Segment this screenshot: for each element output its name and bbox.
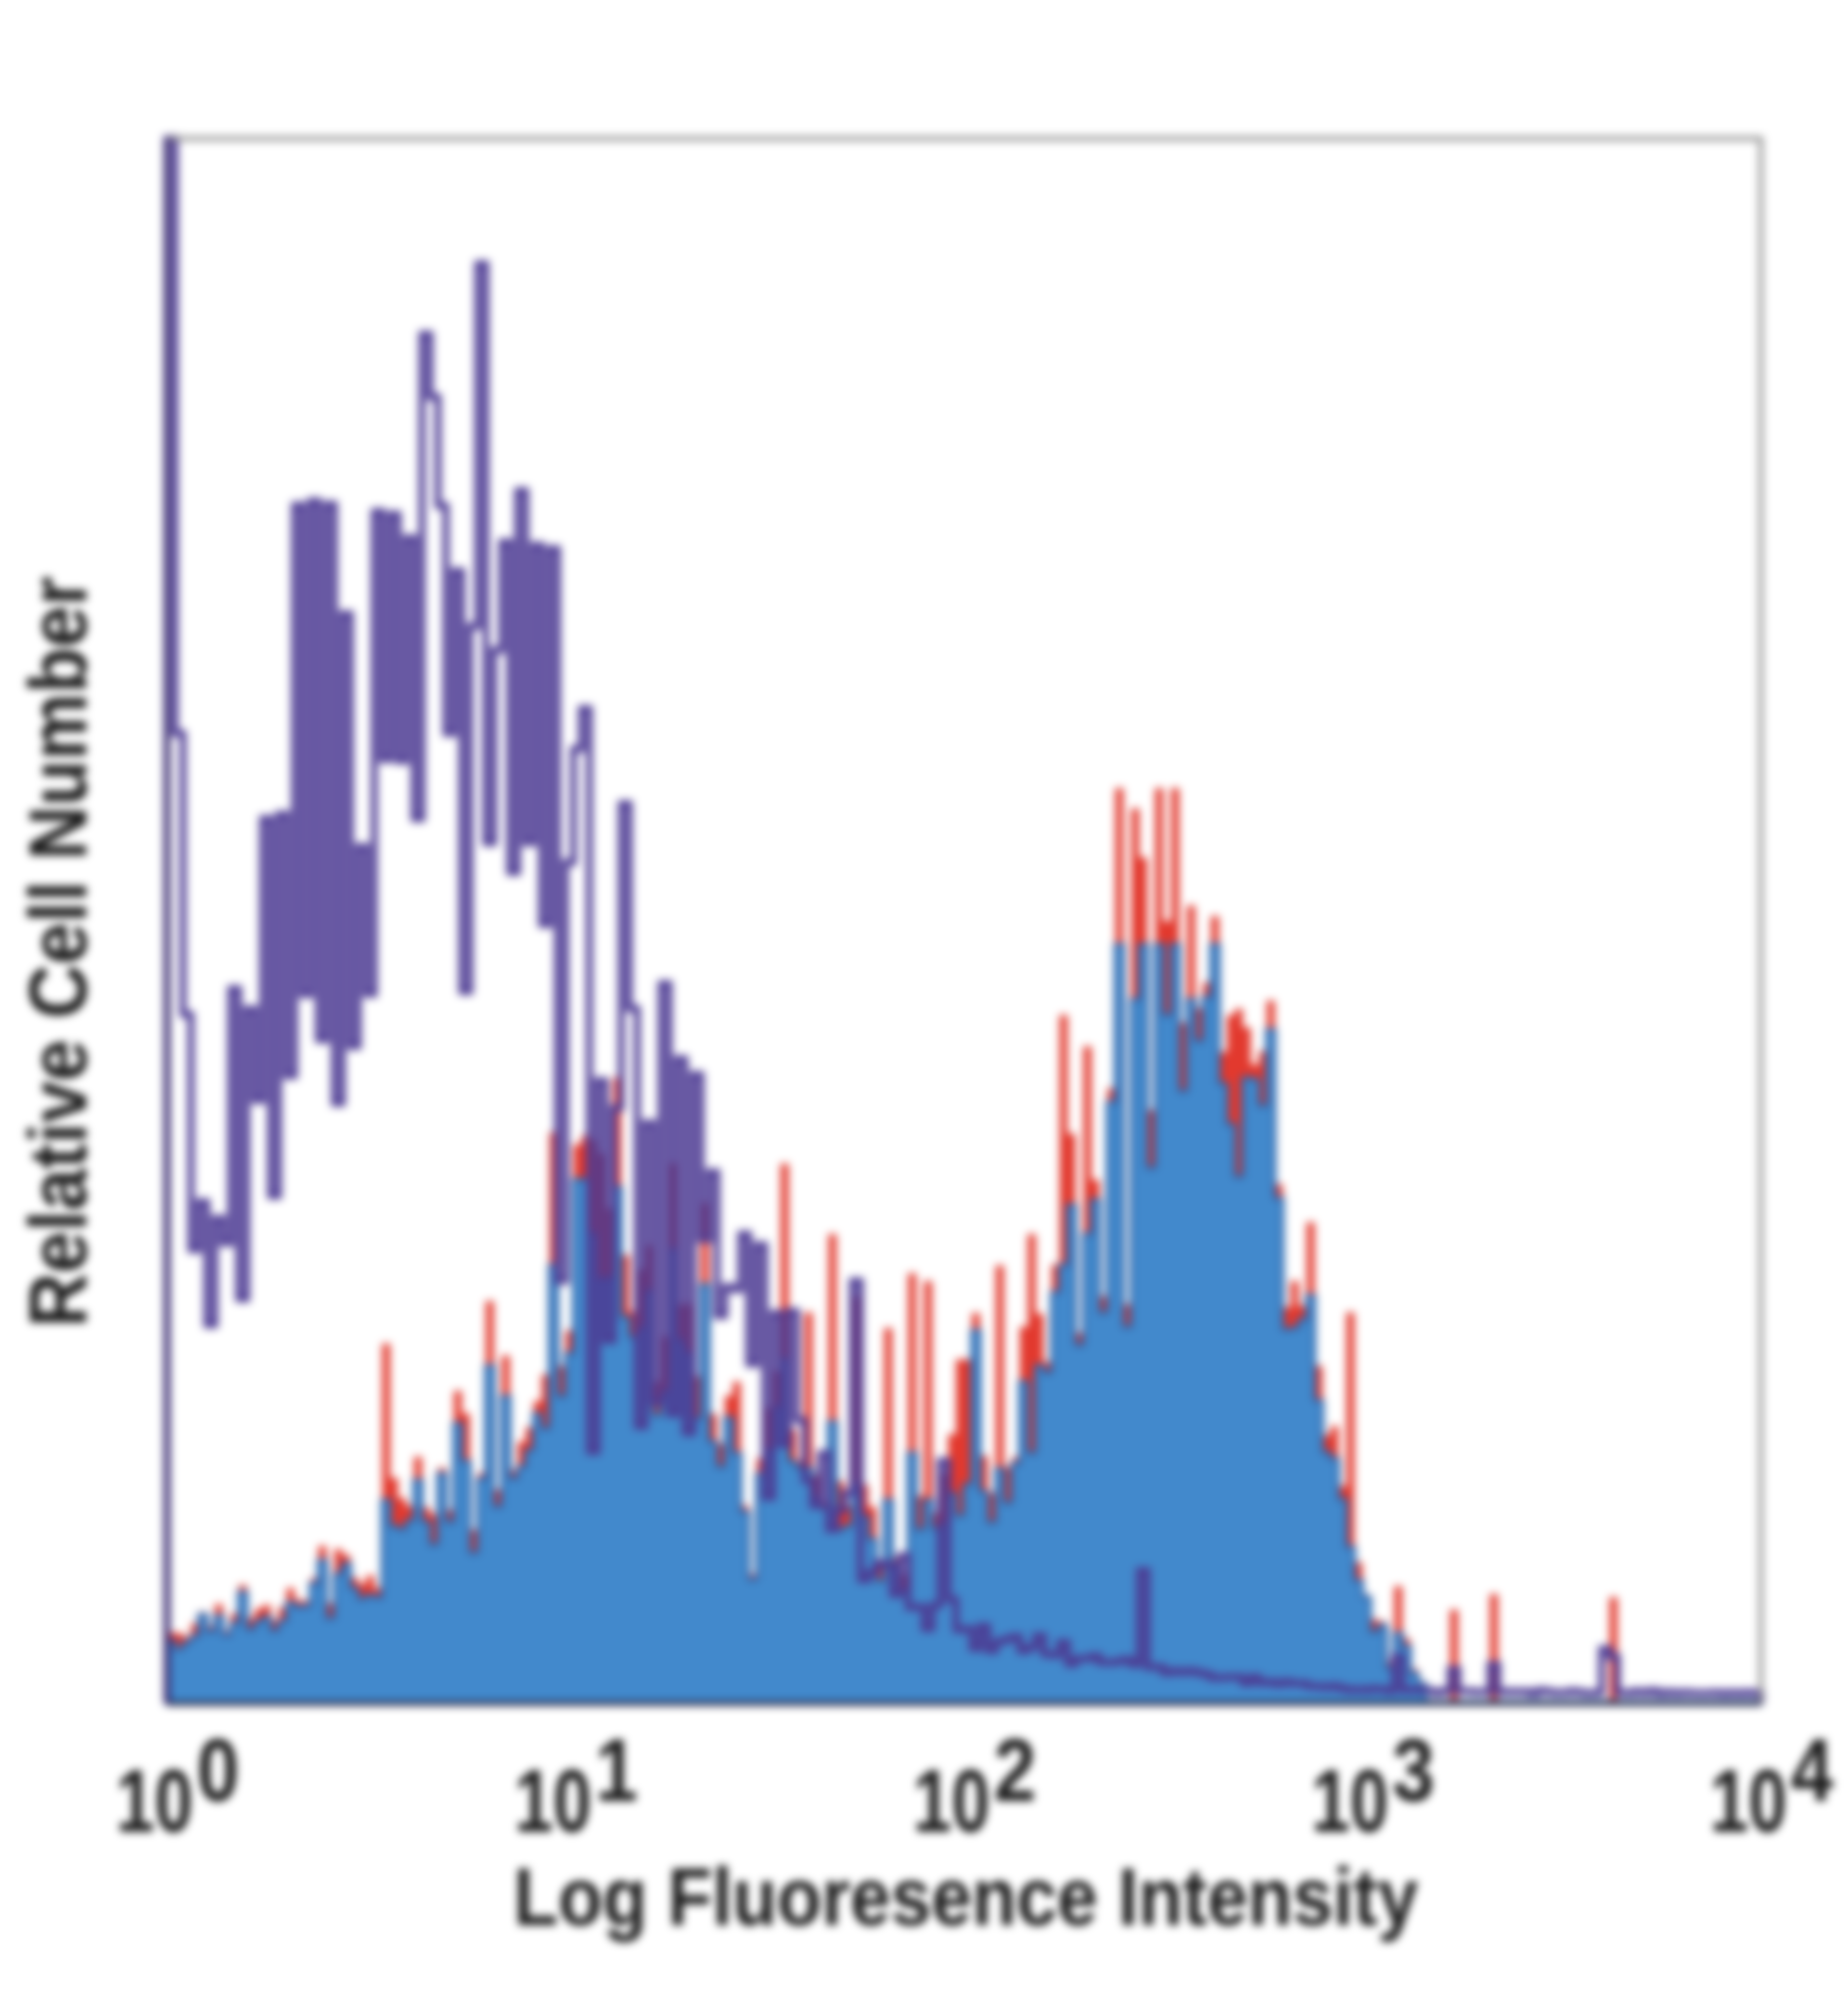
svg-text:0: 0 [197,1721,239,1820]
svg-text:4: 4 [1791,1721,1833,1820]
svg-text:10: 10 [1710,1752,1787,1851]
svg-text:10: 10 [116,1752,193,1851]
svg-text:1: 1 [595,1721,638,1820]
svg-text:Relative Cell Number: Relative Cell Number [13,577,104,1327]
svg-text:Log Fluoresence Intensity: Log Fluoresence Intensity [513,1851,1418,1943]
svg-text:10: 10 [1311,1752,1388,1851]
svg-text:3: 3 [1392,1721,1435,1820]
svg-text:10: 10 [514,1752,591,1851]
svg-text:10: 10 [913,1752,990,1851]
svg-text:2: 2 [994,1721,1036,1820]
